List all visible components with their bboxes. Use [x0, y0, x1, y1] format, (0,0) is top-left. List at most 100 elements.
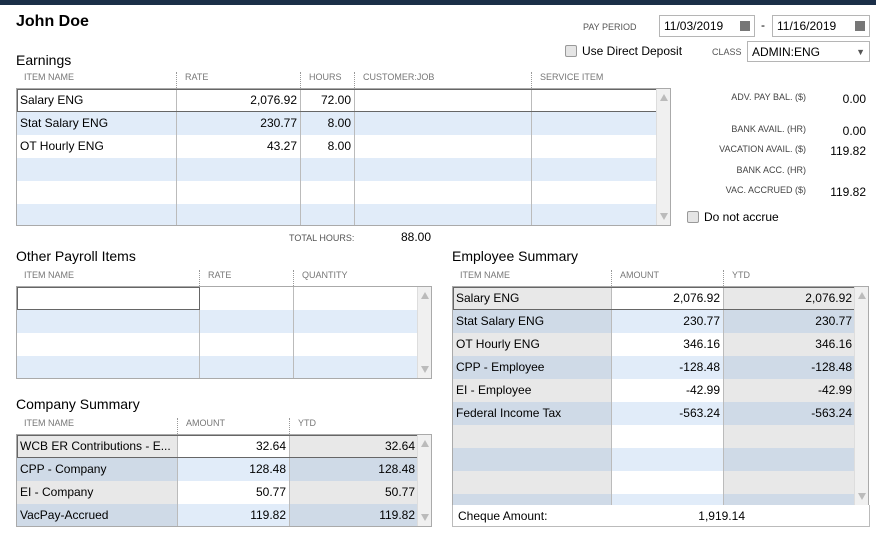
company_summary-cell[interactable]: VacPay-Accrued: [17, 504, 178, 526]
earnings-cell[interactable]: [532, 112, 658, 135]
other_payroll-scrollbar[interactable]: [417, 287, 431, 378]
earnings-cell[interactable]: [355, 158, 532, 181]
earnings-cell[interactable]: [177, 181, 301, 204]
company_summary-cell[interactable]: 32.64: [178, 435, 290, 458]
company_summary-column-header[interactable]: ITEM NAME: [24, 418, 75, 428]
earnings-row[interactable]: Stat Salary ENG 230.77 8.00: [17, 112, 670, 135]
earnings-cell[interactable]: [355, 204, 532, 225]
earnings-column-header[interactable]: SERVICE ITEM: [531, 72, 657, 88]
employee_summary-cell[interactable]: [724, 425, 856, 448]
company_summary-cell[interactable]: EI - Company: [17, 481, 178, 504]
employee_summary-row[interactable]: CPP - Employee -128.48 -128.48: [453, 356, 868, 379]
other_payroll-cell[interactable]: [294, 333, 419, 356]
earnings-cell[interactable]: [532, 204, 658, 225]
other_payroll-column-header[interactable]: RATE: [199, 270, 293, 286]
scroll-down-icon[interactable]: [858, 493, 866, 500]
other_payroll-cell[interactable]: [17, 287, 200, 310]
employee_summary-row[interactable]: OT Hourly ENG 346.16 346.16: [453, 333, 868, 356]
company_summary-cell[interactable]: 32.64: [290, 435, 419, 458]
earnings-cell[interactable]: [17, 158, 177, 181]
earnings-row[interactable]: OT Hourly ENG 43.27 8.00: [17, 135, 670, 158]
other_payroll-cell[interactable]: [200, 310, 294, 333]
company_summary-cell[interactable]: 128.48: [290, 458, 419, 481]
earnings-cell[interactable]: 2,076.92: [177, 89, 301, 112]
employee_summary-row[interactable]: Salary ENG 2,076.92 2,076.92: [453, 287, 868, 310]
employee_summary-cell[interactable]: -563.24: [724, 402, 856, 425]
scroll-down-icon[interactable]: [421, 366, 429, 373]
earnings-cell[interactable]: Salary ENG: [17, 89, 177, 112]
other_payroll-row[interactable]: [17, 287, 431, 310]
earnings-cell[interactable]: Stat Salary ENG: [17, 112, 177, 135]
company_summary-column-header[interactable]: YTD: [289, 418, 418, 434]
other_payroll-cell[interactable]: [200, 356, 294, 378]
other_payroll-cell[interactable]: [17, 356, 200, 378]
other_payroll-cell[interactable]: [294, 287, 419, 310]
earnings-cell[interactable]: [177, 204, 301, 225]
earnings-cell[interactable]: [301, 204, 355, 225]
earnings-cell[interactable]: OT Hourly ENG: [17, 135, 177, 158]
employee_summary-cell[interactable]: [724, 471, 856, 494]
employee_summary-cell[interactable]: -563.24: [612, 402, 724, 425]
employee_summary-cell[interactable]: -42.99: [612, 379, 724, 402]
scroll-down-icon[interactable]: [421, 514, 429, 521]
employee_summary-cell[interactable]: [612, 471, 724, 494]
other_payroll-cell[interactable]: [200, 333, 294, 356]
other_payroll-cell[interactable]: [17, 310, 200, 333]
earnings-cell[interactable]: [532, 158, 658, 181]
pay-period-start-field[interactable]: 11/03/2019: [659, 15, 755, 37]
earnings-row[interactable]: [17, 181, 670, 204]
employee_summary-cell[interactable]: 346.16: [724, 333, 856, 356]
employee_summary-cell[interactable]: [612, 494, 724, 505]
company_summary-cell[interactable]: 50.77: [178, 481, 290, 504]
employee_summary-column-header[interactable]: YTD: [723, 270, 855, 286]
employee_summary-cell[interactable]: 2,076.92: [724, 287, 856, 310]
earnings-cell[interactable]: [17, 181, 177, 204]
other_payroll-cell[interactable]: [17, 333, 200, 356]
earnings-cell[interactable]: [355, 135, 532, 158]
scroll-up-icon[interactable]: [858, 292, 866, 299]
calendar-icon[interactable]: [740, 21, 750, 31]
company_summary-cell[interactable]: 50.77: [290, 481, 419, 504]
earnings-cell[interactable]: [355, 89, 532, 112]
earnings-cell[interactable]: 72.00: [301, 89, 355, 112]
employee_summary-cell[interactable]: -128.48: [612, 356, 724, 379]
employee_summary-cell[interactable]: [724, 448, 856, 471]
other_payroll-column-header[interactable]: QUANTITY: [293, 270, 418, 286]
pay-period-end-field[interactable]: 11/16/2019: [772, 15, 870, 37]
company_summary-cell[interactable]: 119.82: [290, 504, 419, 526]
other_payroll-cell[interactable]: [200, 287, 294, 310]
other_payroll-table[interactable]: [16, 286, 432, 379]
employee_summary-cell[interactable]: Stat Salary ENG: [453, 310, 612, 333]
earnings-cell[interactable]: 43.27: [177, 135, 301, 158]
scroll-up-icon[interactable]: [421, 292, 429, 299]
earnings-row[interactable]: [17, 204, 670, 225]
class-select[interactable]: ADMIN:ENG ▼: [747, 41, 870, 62]
earnings-cell[interactable]: [301, 158, 355, 181]
employee_summary-cell[interactable]: -42.99: [724, 379, 856, 402]
other_payroll-row[interactable]: [17, 356, 431, 378]
employee_summary-cell[interactable]: 346.16: [612, 333, 724, 356]
earnings-column-header[interactable]: HOURS: [300, 72, 354, 88]
other_payroll-row[interactable]: [17, 310, 431, 333]
employee_summary-cell[interactable]: Salary ENG: [453, 287, 612, 310]
earnings-cell[interactable]: [532, 89, 658, 112]
earnings-row[interactable]: Salary ENG 2,076.92 72.00: [17, 89, 670, 112]
employee_summary-cell[interactable]: [612, 425, 724, 448]
employee_summary-table[interactable]: Salary ENG 2,076.92 2,076.92 Stat Salary EN…: [452, 286, 869, 506]
employee_summary-cell[interactable]: 230.77: [612, 310, 724, 333]
employee_summary-cell[interactable]: Federal Income Tax: [453, 402, 612, 425]
employee_summary-cell[interactable]: EI - Employee: [453, 379, 612, 402]
earnings-cell[interactable]: [17, 204, 177, 225]
employee_summary-cell[interactable]: 2,076.92: [612, 287, 724, 310]
company_summary-column-header[interactable]: AMOUNT: [177, 418, 289, 434]
employee_summary-cell[interactable]: 230.77: [724, 310, 856, 333]
other_payroll-row[interactable]: [17, 333, 431, 356]
earnings-table[interactable]: Salary ENG 2,076.92 72.00 Stat Salary ENG 23…: [16, 88, 671, 226]
employee_summary-cell[interactable]: -128.48: [724, 356, 856, 379]
company_summary-row[interactable]: EI - Company 50.77 50.77: [17, 481, 431, 504]
other_payroll-cell[interactable]: [294, 356, 419, 378]
employee_summary-cell[interactable]: OT Hourly ENG: [453, 333, 612, 356]
company_summary-scrollbar[interactable]: [417, 435, 431, 526]
employee_summary-row[interactable]: Federal Income Tax -563.24 -563.24: [453, 402, 868, 425]
employee_summary-cell[interactable]: CPP - Employee: [453, 356, 612, 379]
